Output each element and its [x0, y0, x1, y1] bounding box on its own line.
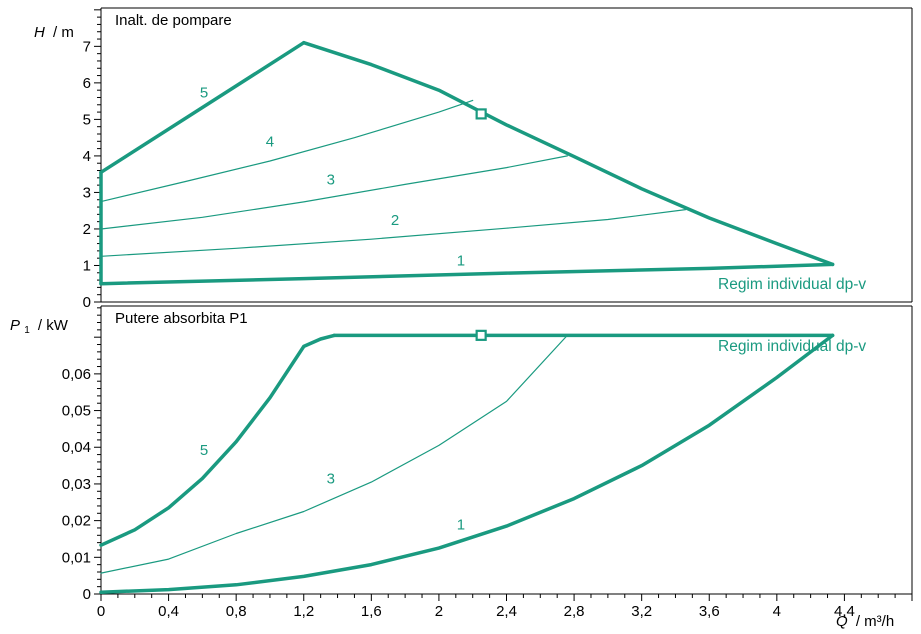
curve-label-5: 5: [200, 84, 208, 101]
x-tick-label: 2,8: [564, 603, 585, 620]
head-axis-symbol: H: [34, 24, 45, 41]
head-panel-title: Inalt. de pompare: [115, 12, 232, 29]
chart-marks: 0 1 2 3 4 5 6 7 1 2 3 4 5 0 0,01 0,02 0,03 0,04 0,05 0,06 1 3…: [62, 7, 913, 620]
power-panel-title: Putere absorbita P1: [115, 310, 248, 327]
y-tick-label: 0,05: [62, 403, 91, 420]
y-tick-label: 0: [83, 586, 91, 603]
curve-label-3: 3: [327, 470, 335, 487]
curve-4-head: [100, 99, 474, 203]
x-tick-label: 4,4: [834, 603, 855, 620]
y-tick-label: 7: [83, 38, 91, 55]
x-tick-label: 2: [435, 603, 443, 620]
x-tick-label: 0,8: [226, 603, 247, 620]
power-axis-title: P 1 / kW: [10, 317, 69, 337]
curve-1-power: [99, 333, 835, 594]
y-tick-label: 0,04: [62, 439, 91, 456]
head-mode-label: Regim individual dp-v: [718, 276, 866, 293]
head-axis-title: H / m: [34, 24, 74, 41]
flow-axis-unit: / m³/h: [856, 613, 894, 630]
head-axis-unit: / m: [53, 24, 74, 41]
curve-max-head: [302, 40, 835, 267]
y-tick-label: 0,03: [62, 476, 91, 493]
x-tick-label: 1,6: [361, 603, 382, 620]
curve-label-1: 1: [457, 516, 465, 533]
power-axis-unit: / kW: [38, 317, 69, 334]
y-tick-label: 6: [83, 75, 91, 92]
y-tick-label: 0,01: [62, 549, 91, 566]
curve-1-head: [99, 262, 835, 286]
x-tick-label: 3,2: [631, 603, 652, 620]
y-tick-label: 1: [83, 257, 91, 274]
curve-3-head: [100, 155, 568, 230]
y-tick-label: 0,02: [62, 513, 91, 530]
power-axis-symbol: P: [10, 317, 20, 334]
power-axis-subscript: 1: [24, 325, 30, 336]
y-tick-label: 3: [83, 184, 91, 201]
operating-point-marker: [475, 329, 487, 341]
x-tick-label: 2,4: [496, 603, 517, 620]
curve-label-5: 5: [200, 442, 208, 459]
curve-3-power: [100, 334, 568, 574]
curve-label-1: 1: [457, 253, 465, 270]
y-tick-label: 5: [83, 111, 91, 128]
curve-2-head: [100, 209, 687, 257]
curve-5-head: [99, 40, 306, 175]
curve-5-power: [99, 333, 336, 547]
operating-point-marker: [475, 108, 487, 120]
power-mode-label: Regim individual dp-v: [718, 338, 866, 355]
y-tick-label: 0,06: [62, 366, 91, 383]
y-tick-label: 4: [83, 148, 91, 165]
x-tick-label: 3,6: [699, 603, 720, 620]
x-tick-label: 0,4: [158, 603, 179, 620]
x-tick-label: 4: [773, 603, 781, 620]
curve-label-2: 2: [391, 212, 399, 229]
flow-axis-symbol: Q: [836, 613, 848, 630]
y-tick-label: 0: [83, 294, 91, 311]
curve-label-4: 4: [266, 133, 274, 150]
y-tick-label: 2: [83, 221, 91, 238]
flow-axis-title: Q / m³/h: [836, 613, 894, 630]
curve-label-3: 3: [327, 172, 335, 189]
x-tick-label: 1,2: [293, 603, 314, 620]
x-tick-label: 0: [97, 603, 105, 620]
